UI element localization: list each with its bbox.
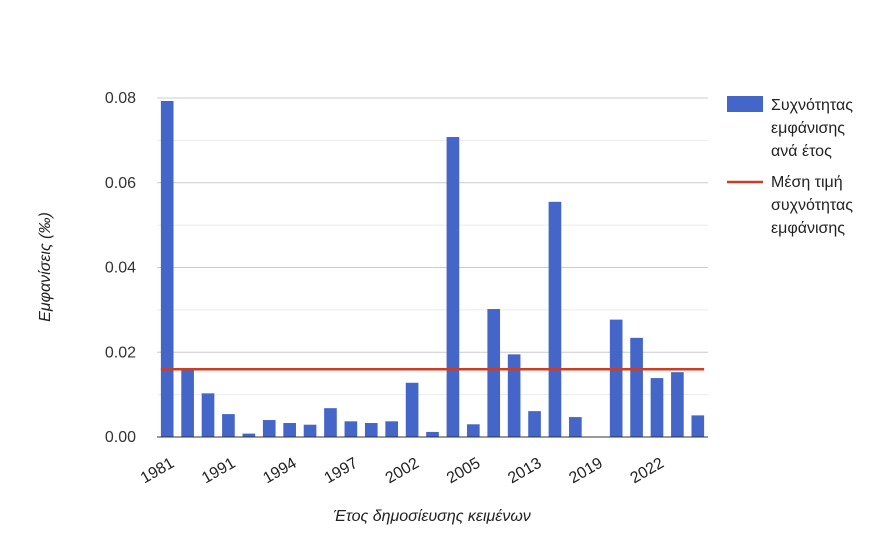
x-tick-label: 1997 — [322, 455, 361, 488]
legend-label: εμφάνισης — [771, 220, 845, 237]
y-tick-label: 0.08 — [105, 90, 136, 107]
bar — [222, 414, 235, 437]
bar — [487, 309, 500, 437]
y-tick-labels: 0.00 0.02 0.04 0.06 0.08 — [105, 90, 136, 446]
legend-label: εμφάνισης — [771, 120, 845, 137]
x-tick-label: 2019 — [566, 455, 605, 488]
bar — [569, 417, 582, 437]
legend-label: ανά έτος — [771, 143, 832, 160]
y-tick-label: 0.04 — [105, 260, 136, 277]
bar — [324, 408, 337, 437]
x-axis-title: Έτος δημοσίευσης κειμένων — [333, 508, 531, 525]
bar — [528, 411, 541, 437]
legend: Συχνότητας εμφάνισης ανά έτος Μέση τιμή συχν… — [727, 96, 853, 237]
y-axis-title: Εμφανίσεις (‰) — [37, 212, 54, 322]
bar — [691, 415, 704, 437]
bar — [630, 338, 643, 437]
bar — [283, 423, 296, 437]
bar — [671, 372, 684, 437]
legend-swatch-bar — [727, 96, 763, 112]
y-tick-label: 0.06 — [105, 175, 136, 192]
x-tick-label: 2005 — [444, 455, 483, 488]
legend-label: Μέση τιμή — [771, 174, 843, 191]
x-tick-labels: 1981 1991 1994 1997 2002 2005 2013 2019 2022 — [138, 455, 667, 488]
bar — [243, 434, 256, 437]
x-tick-label: 1994 — [260, 455, 299, 488]
legend-label: συχνότητας — [771, 197, 853, 214]
legend-label: Συχνότητας — [771, 97, 853, 114]
bar — [385, 421, 398, 437]
bar — [304, 425, 317, 437]
gridlines — [157, 98, 708, 395]
bar — [508, 354, 521, 437]
x-tick-label: 1981 — [138, 455, 177, 488]
bar — [263, 420, 276, 437]
x-tick-label: 1991 — [199, 455, 238, 488]
x-tick-label: 2002 — [383, 455, 422, 488]
bar — [161, 101, 174, 437]
bar — [426, 432, 439, 437]
bars — [161, 101, 704, 437]
bar — [467, 424, 480, 437]
bar — [651, 378, 664, 437]
bar — [202, 393, 215, 437]
bar — [345, 421, 358, 437]
x-tick-label: 2013 — [505, 455, 544, 488]
y-tick-label: 0.00 — [105, 429, 136, 446]
bar — [610, 320, 623, 437]
x-tick-label: 2022 — [628, 455, 667, 488]
y-tick-label: 0.02 — [105, 344, 136, 361]
bar — [365, 423, 378, 437]
bar — [447, 137, 460, 437]
bar — [549, 202, 562, 437]
bar — [181, 369, 194, 437]
bar — [406, 383, 419, 437]
